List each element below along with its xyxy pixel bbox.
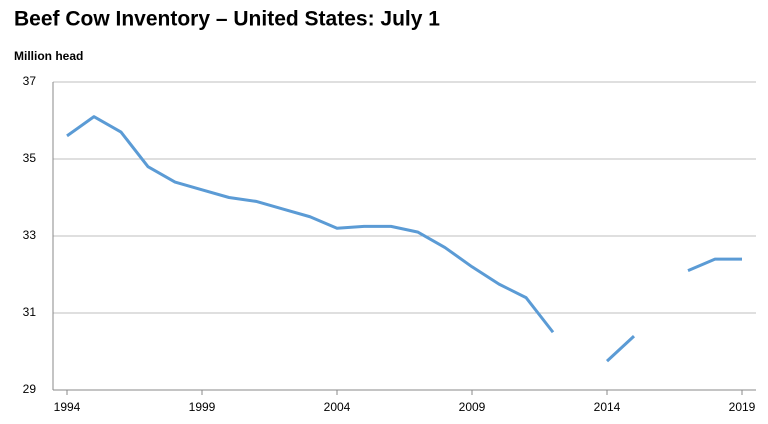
x-tick-label: 2019: [729, 400, 756, 414]
y-axis-label: Million head: [14, 49, 83, 63]
y-tick-label: 37: [23, 74, 37, 88]
x-tick-label: 2014: [594, 400, 621, 414]
y-tick-label: 29: [23, 382, 37, 396]
chart-title: Beef Cow Inventory – United States: July…: [14, 8, 440, 31]
y-tick-label: 31: [23, 305, 37, 319]
x-tick-label: 2009: [459, 400, 486, 414]
data-line: [66, 115, 742, 363]
x-tick-label: 1999: [189, 400, 216, 414]
y-tick-label: 33: [23, 228, 37, 242]
x-tick-label: 2004: [324, 400, 351, 414]
y-tick-label: 35: [23, 151, 37, 165]
x-tick-label: 1994: [54, 400, 81, 414]
